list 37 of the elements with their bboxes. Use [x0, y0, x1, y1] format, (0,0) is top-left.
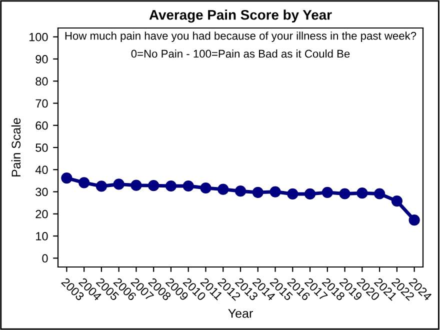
y-tick-label: 50: [36, 144, 48, 152]
point: [322, 186, 333, 198]
point: [270, 186, 281, 198]
y-tick-label: 70: [36, 99, 48, 108]
point: [218, 184, 229, 195]
point: [234, 186, 246, 197]
point: [165, 180, 177, 192]
point: [252, 186, 264, 198]
point: [356, 188, 368, 199]
point: [113, 178, 124, 190]
y-tick-label: 100: [29, 32, 48, 42]
y-tick-label: 20: [36, 210, 48, 218]
point: [391, 196, 402, 207]
point: [408, 214, 420, 226]
point: [339, 188, 350, 200]
point: [287, 188, 298, 200]
y-tick-label: 60: [36, 121, 48, 130]
point: [130, 180, 142, 191]
point: [78, 177, 90, 188]
point: [182, 180, 194, 192]
chart-title: Average Pain Score by Year: [149, 10, 332, 23]
point: [61, 172, 72, 184]
y-tick-label: 80: [36, 77, 48, 86]
y-tick-label: 40: [35, 166, 48, 174]
point: [200, 182, 212, 194]
annotation: How much pain have you had because of your illness in the past week?: [65, 32, 416, 42]
point: [374, 188, 386, 200]
annotation: 0=No Pain - 100=Pain as Bad as it Could Be: [131, 50, 350, 58]
y-axis-title: Pain Scale: [11, 118, 21, 176]
y-tick-label: 30: [36, 188, 48, 196]
y-tick-label: 90: [36, 55, 48, 64]
point: [304, 188, 316, 200]
x-axis-title: Year: [228, 309, 253, 318]
point: [96, 180, 108, 192]
y-tick-label: 10: [36, 232, 48, 240]
point: [148, 180, 160, 192]
y-tick-label: 0: [42, 254, 48, 263]
